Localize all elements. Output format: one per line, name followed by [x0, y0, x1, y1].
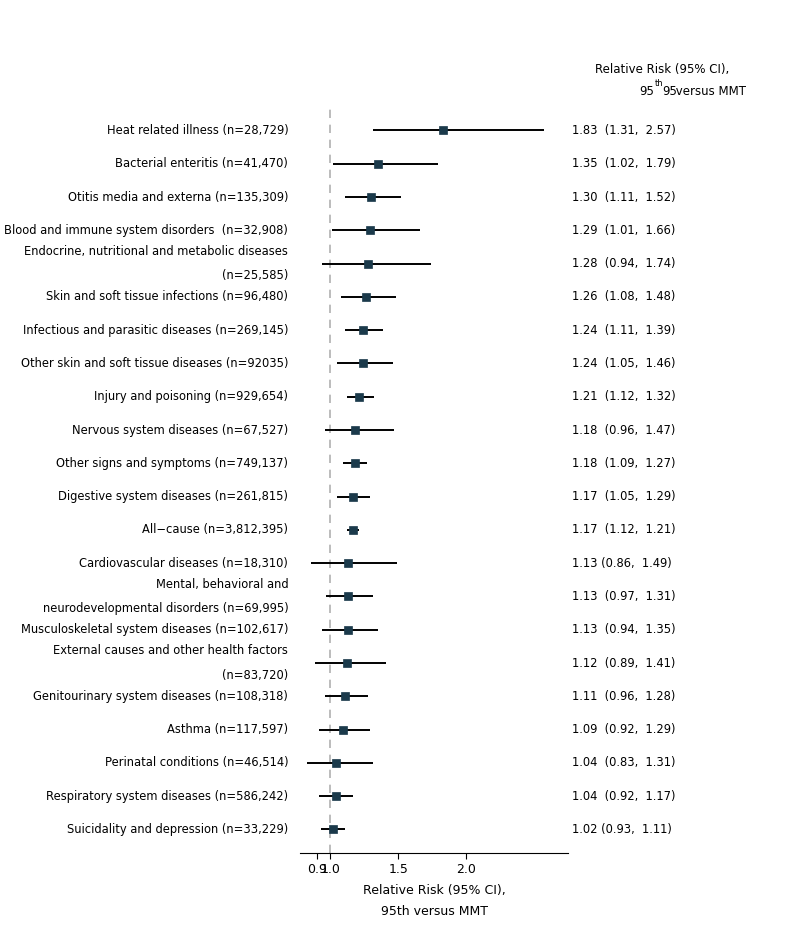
Text: Mental, behavioral and: Mental, behavioral and: [156, 578, 288, 591]
Text: 1.02 (0.93,  1.11): 1.02 (0.93, 1.11): [572, 823, 672, 836]
Text: 1.09  (0.92,  1.29): 1.09 (0.92, 1.29): [572, 723, 675, 736]
Text: Skin and soft tissue infections (n=96,480): Skin and soft tissue infections (n=96,48…: [46, 291, 288, 304]
Text: 95: 95: [661, 85, 676, 98]
Text: 1.18  (0.96,  1.47): 1.18 (0.96, 1.47): [572, 423, 675, 436]
Text: 1.04  (0.83,  1.31): 1.04 (0.83, 1.31): [572, 757, 675, 770]
Text: Other skin and soft tissue diseases (n=92035): Other skin and soft tissue diseases (n=9…: [21, 357, 288, 370]
Text: 1.12  (0.89,  1.41): 1.12 (0.89, 1.41): [572, 656, 675, 669]
Text: versus MMT: versus MMT: [671, 85, 744, 98]
Text: (n=25,585): (n=25,585): [221, 269, 288, 282]
Text: 1.26  (1.08,  1.48): 1.26 (1.08, 1.48): [572, 291, 675, 304]
Text: 1.21  (1.12,  1.32): 1.21 (1.12, 1.32): [572, 391, 676, 404]
Text: 95: 95: [638, 85, 653, 98]
Text: Otitis media and externa (n=135,309): Otitis media and externa (n=135,309): [67, 190, 288, 203]
Text: 1.13  (0.94,  1.35): 1.13 (0.94, 1.35): [572, 624, 676, 637]
Text: 1.30  (1.11,  1.52): 1.30 (1.11, 1.52): [572, 190, 676, 203]
Text: 95th versus MMT: 95th versus MMT: [380, 905, 487, 918]
Text: Musculoskeletal system diseases (n=102,617): Musculoskeletal system diseases (n=102,6…: [21, 624, 288, 637]
Text: Suicidality and depression (n=33,229): Suicidality and depression (n=33,229): [67, 823, 288, 836]
Text: 1.17  (1.05,  1.29): 1.17 (1.05, 1.29): [572, 490, 676, 503]
Text: 1.24  (1.11,  1.39): 1.24 (1.11, 1.39): [572, 323, 675, 336]
Text: 1.28  (0.94,  1.74): 1.28 (0.94, 1.74): [572, 257, 675, 270]
Text: Digestive system diseases (n=261,815): Digestive system diseases (n=261,815): [58, 490, 288, 503]
Text: Relative Risk (95% CI),: Relative Risk (95% CI),: [594, 63, 728, 76]
Text: All−cause (n=3,812,395): All−cause (n=3,812,395): [142, 524, 288, 537]
Text: Endocrine, nutritional and metabolic diseases: Endocrine, nutritional and metabolic dis…: [24, 245, 288, 258]
Text: 1.04  (0.92,  1.17): 1.04 (0.92, 1.17): [572, 789, 675, 802]
Text: Heat related illness (n=28,729): Heat related illness (n=28,729): [106, 124, 288, 137]
Text: 1.11  (0.96,  1.28): 1.11 (0.96, 1.28): [572, 690, 675, 703]
Text: Genitourinary system diseases (n=108,318): Genitourinary system diseases (n=108,318…: [33, 690, 288, 703]
Text: Nervous system diseases (n=67,527): Nervous system diseases (n=67,527): [72, 423, 288, 436]
Text: (n=83,720): (n=83,720): [221, 668, 288, 681]
Text: Relative Risk (95% CI),: Relative Risk (95% CI),: [363, 884, 505, 897]
Text: Asthma (n=117,597): Asthma (n=117,597): [167, 723, 288, 736]
Text: Blood and immune system disorders  (n=32,908): Blood and immune system disorders (n=32,…: [4, 224, 288, 237]
Text: Bacterial enteritis (n=41,470): Bacterial enteritis (n=41,470): [115, 158, 288, 171]
Text: 1.17  (1.12,  1.21): 1.17 (1.12, 1.21): [572, 524, 676, 537]
Text: 1.13 (0.86,  1.49): 1.13 (0.86, 1.49): [572, 556, 672, 569]
Text: Perinatal conditions (n=46,514): Perinatal conditions (n=46,514): [105, 757, 288, 770]
Text: 1.29  (1.01,  1.66): 1.29 (1.01, 1.66): [572, 224, 675, 237]
Text: Respiratory system diseases (n=586,242): Respiratory system diseases (n=586,242): [46, 789, 288, 802]
Text: 1.35  (1.02,  1.79): 1.35 (1.02, 1.79): [572, 158, 676, 171]
Text: External causes and other health factors: External causes and other health factors: [54, 644, 288, 657]
Text: 1.13  (0.97,  1.31): 1.13 (0.97, 1.31): [572, 590, 676, 603]
Text: Infectious and parasitic diseases (n=269,145): Infectious and parasitic diseases (n=269…: [23, 323, 288, 336]
Text: Injury and poisoning (n=929,654): Injury and poisoning (n=929,654): [94, 391, 288, 404]
Text: 1.18  (1.09,  1.27): 1.18 (1.09, 1.27): [572, 457, 675, 470]
Text: th: th: [654, 79, 663, 89]
Text: Other signs and symptoms (n=749,137): Other signs and symptoms (n=749,137): [56, 457, 288, 470]
Text: 1.24  (1.05,  1.46): 1.24 (1.05, 1.46): [572, 357, 675, 370]
Text: 1.83  (1.31,  2.57): 1.83 (1.31, 2.57): [572, 124, 676, 137]
Text: neurodevelopmental disorders (n=69,995): neurodevelopmental disorders (n=69,995): [42, 602, 288, 615]
Text: Cardiovascular diseases (n=18,310): Cardiovascular diseases (n=18,310): [79, 556, 288, 569]
